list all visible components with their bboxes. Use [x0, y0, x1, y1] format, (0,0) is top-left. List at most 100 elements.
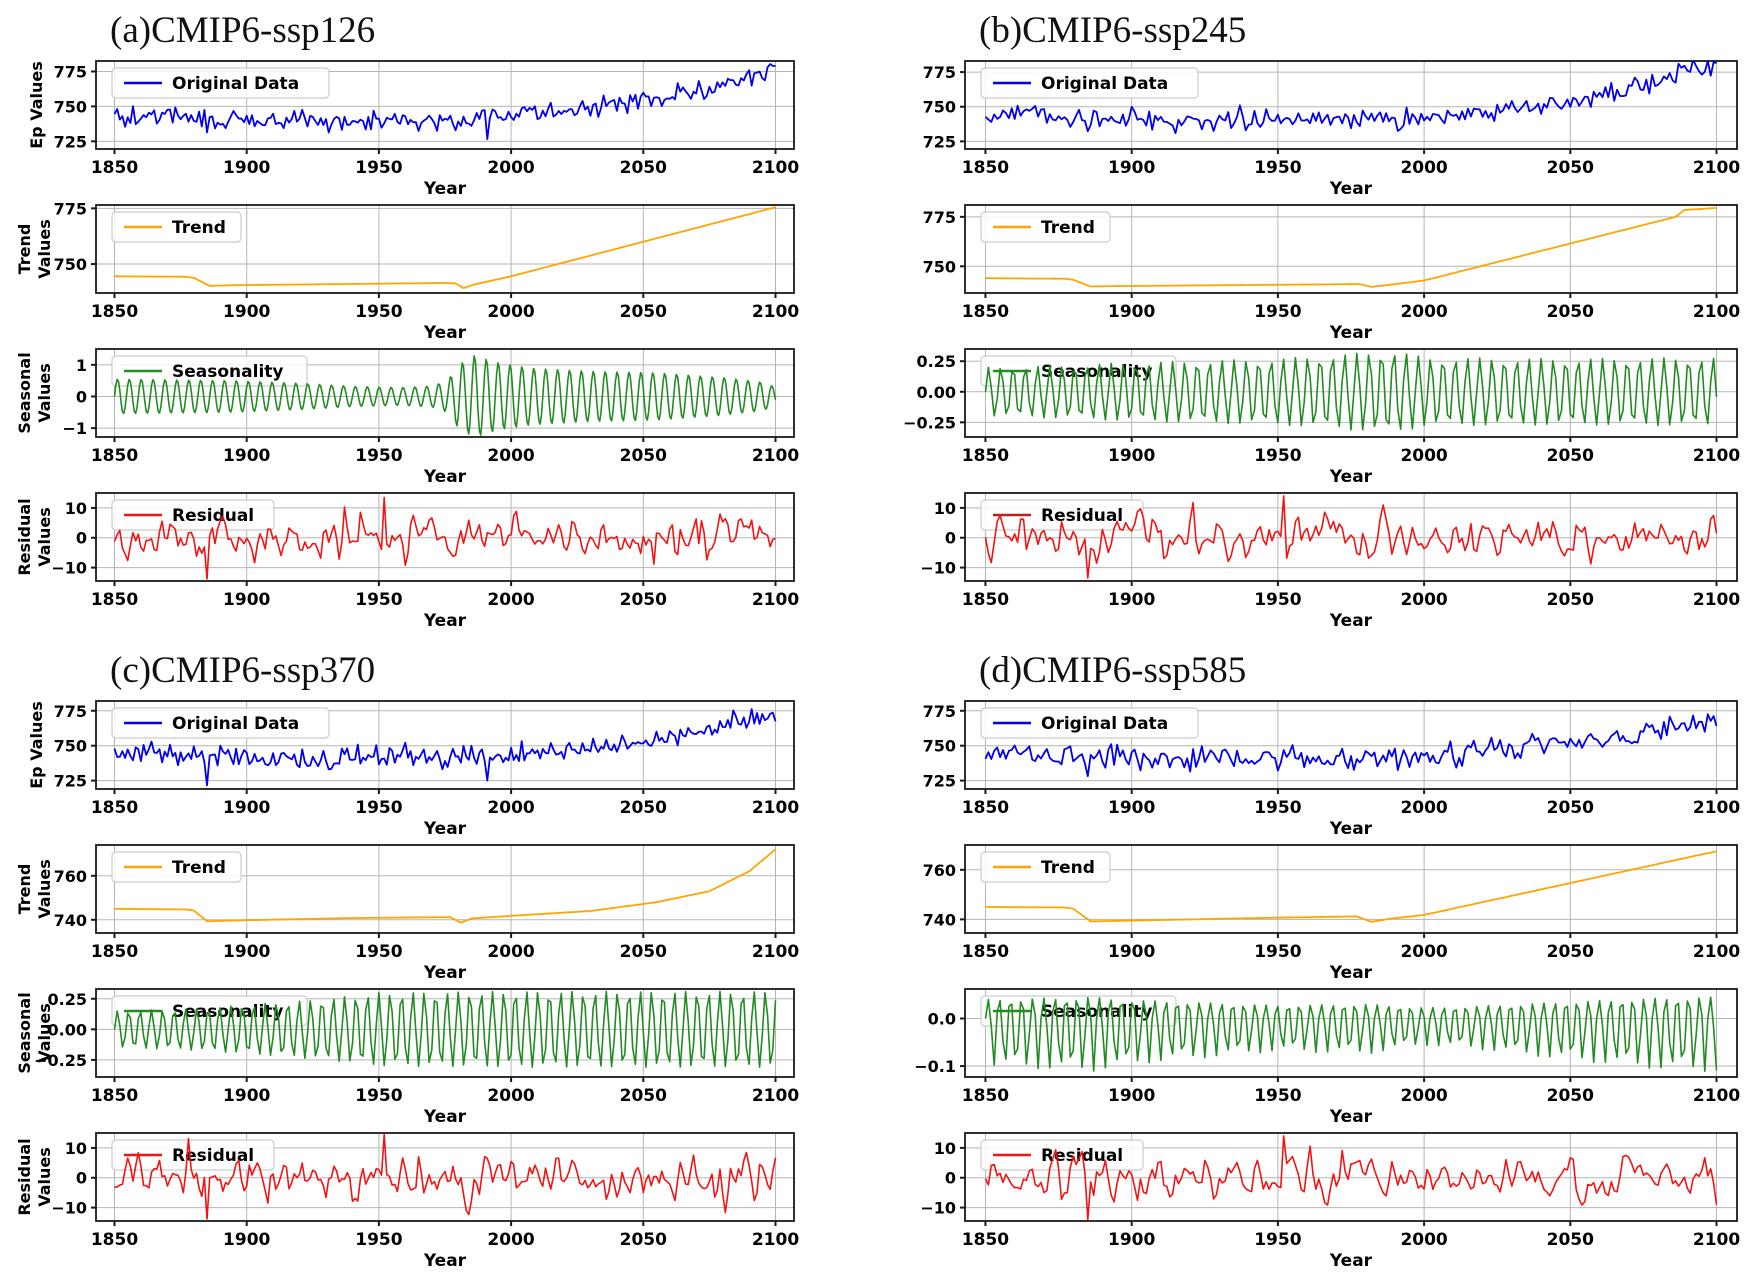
- svg-text:1900: 1900: [1108, 158, 1155, 178]
- svg-text:1900: 1900: [223, 942, 270, 962]
- y-axis-label: Values: [35, 219, 54, 279]
- svg-text:775: 775: [54, 200, 87, 218]
- subplot-b-seasonal: 1850 1900 1950 2000 2050 2100 −0.25 0.00 0.25 Yea…: [903, 348, 1740, 487]
- svg-text:775: 775: [923, 702, 956, 721]
- svg-text:2000: 2000: [487, 942, 534, 962]
- series-seasonal: [984, 996, 1718, 1073]
- svg-text:2100: 2100: [1693, 302, 1740, 322]
- y-axis-label: Values: [35, 1003, 54, 1063]
- svg-text:1950: 1950: [1254, 446, 1301, 466]
- svg-text:2100: 2100: [1693, 446, 1740, 466]
- series-trend: [985, 850, 1717, 923]
- svg-text:2100: 2100: [752, 158, 799, 178]
- svg-text:1850: 1850: [962, 1086, 1009, 1106]
- svg-text:2100: 2100: [752, 302, 799, 322]
- svg-text:1950: 1950: [355, 1086, 402, 1106]
- legend: Trend: [980, 851, 1111, 883]
- svg-text:1900: 1900: [223, 1086, 270, 1106]
- svg-text:−10: −10: [920, 1199, 956, 1218]
- svg-text:1850: 1850: [91, 590, 138, 610]
- svg-text:725: 725: [54, 132, 87, 151]
- legend: Original Data: [111, 707, 330, 739]
- y-axis-label: Values: [35, 363, 54, 423]
- svg-text:2050: 2050: [620, 590, 667, 610]
- svg-text:2000: 2000: [487, 446, 534, 466]
- svg-text:1850: 1850: [91, 798, 138, 818]
- x-axis-label: Year: [1329, 467, 1373, 487]
- plot-frame: [95, 844, 795, 934]
- svg-text:775: 775: [54, 62, 87, 81]
- subplot-a-original: 1850 1900 1950 2000 2050 2100 725 750 775 Year Ep …: [27, 60, 799, 199]
- svg-text:1950: 1950: [355, 590, 402, 610]
- x-axis-label: Year: [423, 323, 467, 343]
- series-trend: [114, 206, 776, 289]
- svg-text:1850: 1850: [91, 942, 138, 962]
- svg-text:1850: 1850: [962, 798, 1009, 818]
- axis-ticks: 1850 1900 1950 2000 2050 2100 −1 0 1: [62, 356, 799, 466]
- x-axis-label: Year: [1329, 179, 1373, 199]
- svg-text:1950: 1950: [355, 446, 402, 466]
- svg-text:2050: 2050: [620, 158, 667, 178]
- svg-text:Residual: Residual: [172, 1146, 254, 1166]
- svg-text:2000: 2000: [487, 590, 534, 610]
- legend: Seasonality: [111, 355, 308, 387]
- svg-text:1900: 1900: [223, 158, 270, 178]
- svg-text:2000: 2000: [1400, 1230, 1447, 1250]
- svg-text:1850: 1850: [91, 158, 138, 178]
- svg-text:2000: 2000: [487, 158, 534, 178]
- plot-frame: [95, 988, 795, 1078]
- svg-text:0.25: 0.25: [917, 352, 956, 371]
- x-axis-label: Year: [1329, 323, 1373, 343]
- svg-text:1900: 1900: [223, 302, 270, 322]
- axis-ticks: 1850 1900 1950 2000 2050 2100 −10 0 10: [51, 499, 799, 610]
- svg-text:Seasonality: Seasonality: [172, 362, 283, 382]
- svg-text:Original Data: Original Data: [172, 714, 299, 734]
- svg-text:2050: 2050: [1547, 590, 1594, 610]
- svg-text:2000: 2000: [487, 798, 534, 818]
- svg-text:2000: 2000: [1400, 590, 1447, 610]
- svg-text:2100: 2100: [752, 590, 799, 610]
- svg-text:750: 750: [923, 737, 956, 756]
- y-axis-label: Ep Values: [27, 701, 46, 789]
- subplot-b-trend: 1850 1900 1950 2000 2050 2100 750 775 Year Trend: [923, 204, 1740, 343]
- axis-ticks: 1850 1900 1950 2000 2050 2100 725 750 775: [923, 702, 1741, 818]
- panel-d: (d)CMIP6-ssp585 1850 1900 1950 2000 2050 2100…: [881, 646, 1762, 1272]
- svg-text:10: 10: [65, 1139, 87, 1158]
- y-axis-label: Values: [35, 859, 54, 919]
- svg-text:740: 740: [923, 910, 956, 929]
- svg-text:760: 760: [54, 867, 87, 886]
- svg-text:Original Data: Original Data: [1041, 74, 1168, 94]
- svg-text:775: 775: [923, 63, 956, 82]
- y-axis-label: Values: [35, 1147, 54, 1207]
- x-axis-label: Year: [423, 467, 467, 487]
- svg-text:1850: 1850: [91, 446, 138, 466]
- series-seasonal: [113, 355, 777, 436]
- svg-text:2050: 2050: [620, 1086, 667, 1106]
- legend: Residual: [980, 1139, 1144, 1171]
- series-original: [984, 713, 1718, 778]
- svg-text:0: 0: [76, 529, 87, 548]
- svg-text:1850: 1850: [962, 1230, 1009, 1250]
- svg-text:1950: 1950: [1254, 590, 1301, 610]
- svg-text:1900: 1900: [1108, 302, 1155, 322]
- gridlines: [96, 61, 794, 149]
- svg-text:750: 750: [54, 737, 87, 756]
- svg-text:2050: 2050: [620, 798, 667, 818]
- legend: Trend: [111, 211, 242, 243]
- svg-text:2100: 2100: [1693, 158, 1740, 178]
- plot-frame: [95, 204, 795, 294]
- x-axis-label: Year: [423, 611, 467, 631]
- plot-frame: [964, 60, 1738, 150]
- svg-text:1900: 1900: [1108, 798, 1155, 818]
- axis-ticks: 1850 1900 1950 2000 2050 2100 −10 0 10: [920, 1139, 1740, 1250]
- svg-text:2100: 2100: [1693, 798, 1740, 818]
- panel-a-subplots: 1850 1900 1950 2000 2050 2100 725 750 775 Year Ep …: [0, 56, 881, 632]
- legend: Trend: [111, 851, 242, 883]
- y-axis-label: Ep Values: [27, 61, 46, 149]
- series-residual: [114, 1133, 777, 1220]
- svg-text:2100: 2100: [752, 942, 799, 962]
- svg-text:2100: 2100: [752, 798, 799, 818]
- svg-text:2050: 2050: [1547, 942, 1594, 962]
